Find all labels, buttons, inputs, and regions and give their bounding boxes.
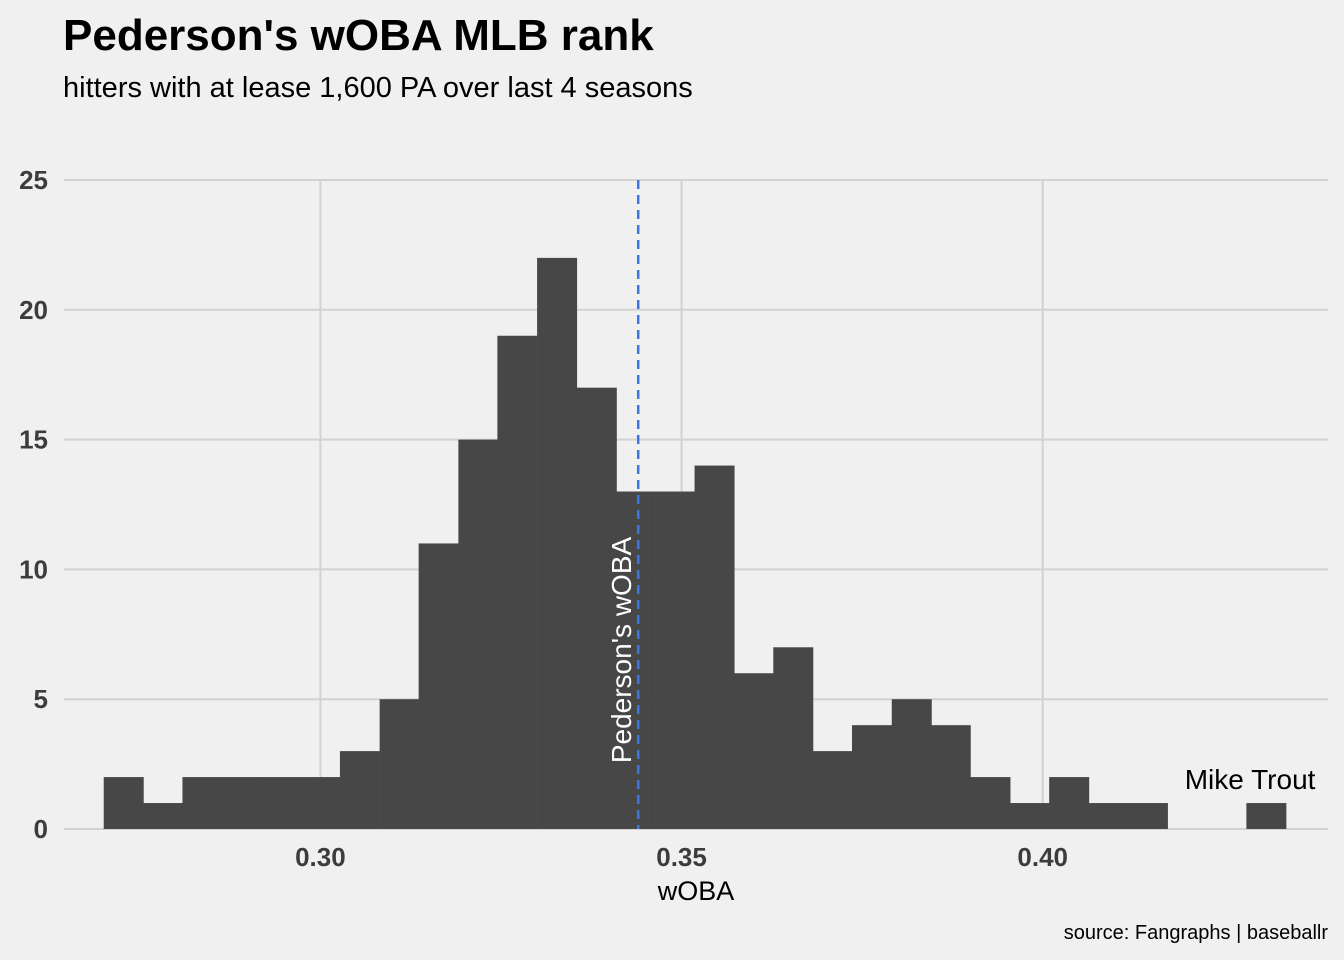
chart-subtitle: hitters with at lease 1,600 PA over last…: [63, 72, 693, 104]
histogram-bar: [418, 543, 459, 829]
histogram-bar: [143, 803, 184, 829]
histogram-bar: [970, 777, 1011, 829]
y-tick-label: 25: [19, 165, 48, 195]
histogram-bar: [734, 673, 775, 829]
histogram-bars: [103, 257, 1287, 829]
histogram-bar: [1088, 803, 1129, 829]
x-axis-title: wOBA: [657, 876, 735, 906]
tick-labels: 0 5 10 15 20 25 0.30 0.35 0.40: [19, 165, 1068, 872]
y-tick-label: 10: [19, 554, 48, 584]
x-tick-label: 0.35: [656, 842, 707, 872]
histogram-bar: [222, 777, 263, 829]
source-caption: source: Fangraphs | baseballr: [1064, 922, 1329, 944]
y-tick-label: 0: [34, 814, 48, 844]
x-tick-label: 0.40: [1017, 842, 1068, 872]
histogram-bar: [182, 777, 223, 829]
histogram-bar: [576, 387, 617, 829]
histogram-bar: [694, 465, 735, 829]
histogram-bar: [773, 647, 814, 829]
histogram-bar: [103, 777, 144, 829]
reference-line-label: Pederson's wOBA: [606, 537, 637, 764]
histogram-bar: [1049, 777, 1090, 829]
chart-title: Pederson's wOBA MLB rank: [63, 11, 654, 60]
histogram-bar: [615, 491, 656, 829]
histogram-bar: [813, 751, 854, 829]
x-tick-label: 0.30: [295, 842, 346, 872]
y-tick-label: 5: [34, 684, 48, 714]
histogram-bar: [1246, 803, 1287, 829]
histogram-bar: [379, 699, 420, 829]
y-tick-label: 20: [19, 295, 48, 325]
annotation-label: Mike Trout: [1185, 764, 1316, 795]
histogram-bar: [930, 725, 971, 829]
histogram-bar: [300, 777, 341, 829]
histogram-bar: [537, 257, 578, 829]
histogram-bar: [497, 335, 538, 829]
histogram-bar: [339, 751, 380, 829]
histogram-bar: [458, 439, 499, 829]
y-tick-label: 15: [19, 425, 48, 455]
histogram-bar: [1127, 803, 1168, 829]
histogram-bar: [891, 699, 932, 829]
histogram-bar: [261, 777, 302, 829]
histogram-bar: [852, 725, 893, 829]
histogram-bar: [655, 491, 696, 829]
reference-line-group: Pederson's wOBA: [606, 180, 640, 829]
histogram-bar: [1010, 803, 1051, 829]
